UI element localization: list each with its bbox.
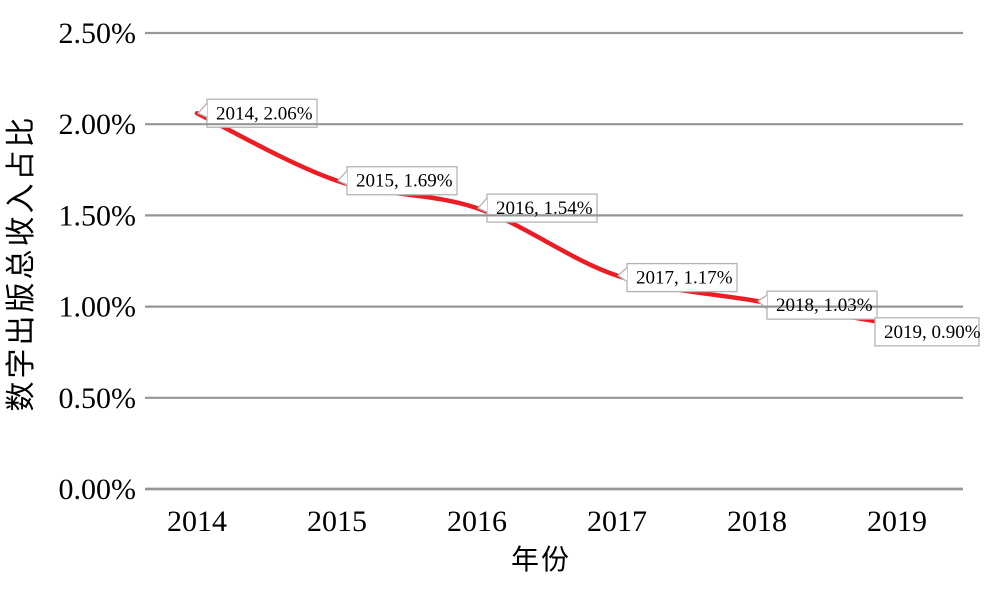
- data-callout: [874, 317, 980, 347]
- data-callout-box: [874, 317, 980, 347]
- data-callout-box: [626, 262, 738, 293]
- y-axis-tick-label: 0.00%: [59, 473, 137, 506]
- data-label-texts: 2014, 2.06% 2015, 1.69% 2016, 1.54% 2017, 1…: [216, 103, 981, 343]
- data-callout-pointer: [616, 267, 628, 283]
- y-axis-tick-labels: 0.00% 0.50% 1.00% 1.50% 2.00% 2.50%: [59, 17, 137, 506]
- data-callout: [336, 166, 458, 196]
- y-axis-tick-label: 1.50%: [59, 199, 137, 232]
- x-axis-tick-label: 2016: [447, 505, 507, 538]
- x-axis-tick-label: 2018: [727, 505, 787, 538]
- x-axis-title: 年份: [511, 544, 571, 576]
- data-callout-label: 2014, 2.06%: [216, 103, 313, 124]
- x-axis-tick-label: 2019: [867, 505, 927, 538]
- y-axis-tick-label: 2.00%: [59, 108, 137, 141]
- data-callout-label: 2016, 1.54%: [496, 198, 593, 219]
- y-axis-title: 数字出版总收入占比: [5, 115, 38, 412]
- data-callout-label: 2019, 0.90%: [884, 322, 981, 343]
- data-callout-label: 2018, 1.03%: [776, 295, 873, 316]
- y-axis-tick-label: 2.50%: [59, 17, 137, 50]
- y-axis-tick-label: 1.00%: [59, 291, 137, 324]
- data-label-callouts: [196, 98, 980, 347]
- data-callout-label: 2015, 1.69%: [356, 171, 453, 192]
- data-callout-pointer: [196, 102, 208, 118]
- data-callout-pointer: [336, 170, 348, 186]
- x-axis-tick-label: 2017: [587, 505, 647, 538]
- x-axis-tick-label: 2015: [307, 505, 367, 538]
- gridlines: [145, 31, 963, 491]
- data-callout-pointer: [476, 197, 488, 213]
- data-callout-box: [346, 166, 458, 196]
- x-axis-tick-labels: 2014 2015 2016 2017 2018 2019: [167, 505, 927, 538]
- data-callout: [616, 262, 738, 293]
- data-callout: [756, 290, 878, 320]
- data-callout: [196, 98, 318, 128]
- y-axis-tick-label: 0.50%: [59, 382, 137, 415]
- data-callout-label: 2017, 1.17%: [636, 268, 733, 289]
- data-callout: [476, 193, 598, 223]
- x-axis-tick-label: 2014: [167, 505, 227, 538]
- data-callout-box: [206, 98, 318, 128]
